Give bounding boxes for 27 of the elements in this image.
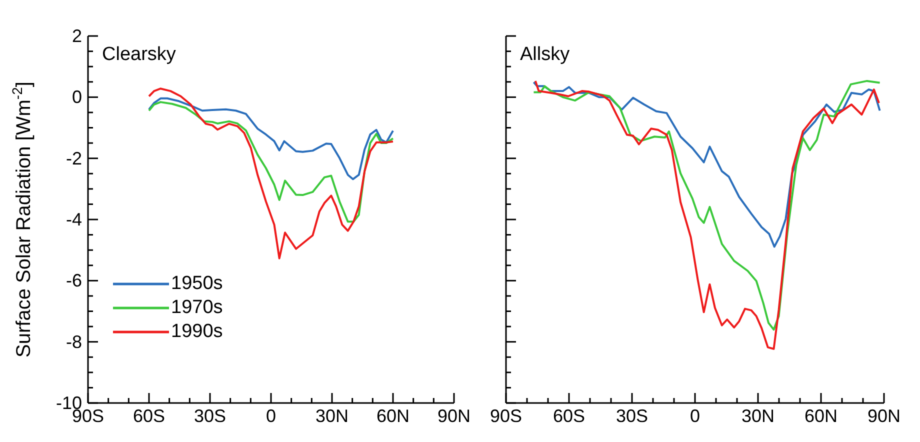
y-tick-label: -6 [66,270,82,291]
y-tick-label: -8 [66,332,82,352]
x-tick-label: 0 [266,406,276,426]
line-series [148,101,394,223]
legend-label: 1950s [171,273,223,295]
x-tick-label: 30N [315,406,349,426]
x-tick-label: 90N [437,406,471,426]
x-tick-label: 30S [194,406,226,426]
annotation: Allsky [520,44,570,66]
x-tick-label: 0 [690,406,700,426]
legend-label: 1990s [171,321,223,343]
x-tick-label: 90N [867,406,901,426]
x-tick-label: 60S [132,406,166,426]
annotation: Clearsky [102,44,176,66]
y-tick-label: -4 [66,210,82,230]
x-tick-label: 60N [804,406,838,426]
x-tick-label: 90S [490,406,522,426]
y-tick-label: -2 [66,148,82,168]
x-tick-label: 60S [552,406,586,426]
legend-label: 1970s [171,297,223,319]
line-series [148,88,394,260]
y-tick-label: 0 [72,87,82,108]
x-tick-label: 30S [616,406,648,426]
y-tick-label: 2 [72,26,82,46]
line-series [148,97,394,180]
x-tick-label: 30N [741,406,775,426]
x-tick-label: 60N [376,406,410,426]
